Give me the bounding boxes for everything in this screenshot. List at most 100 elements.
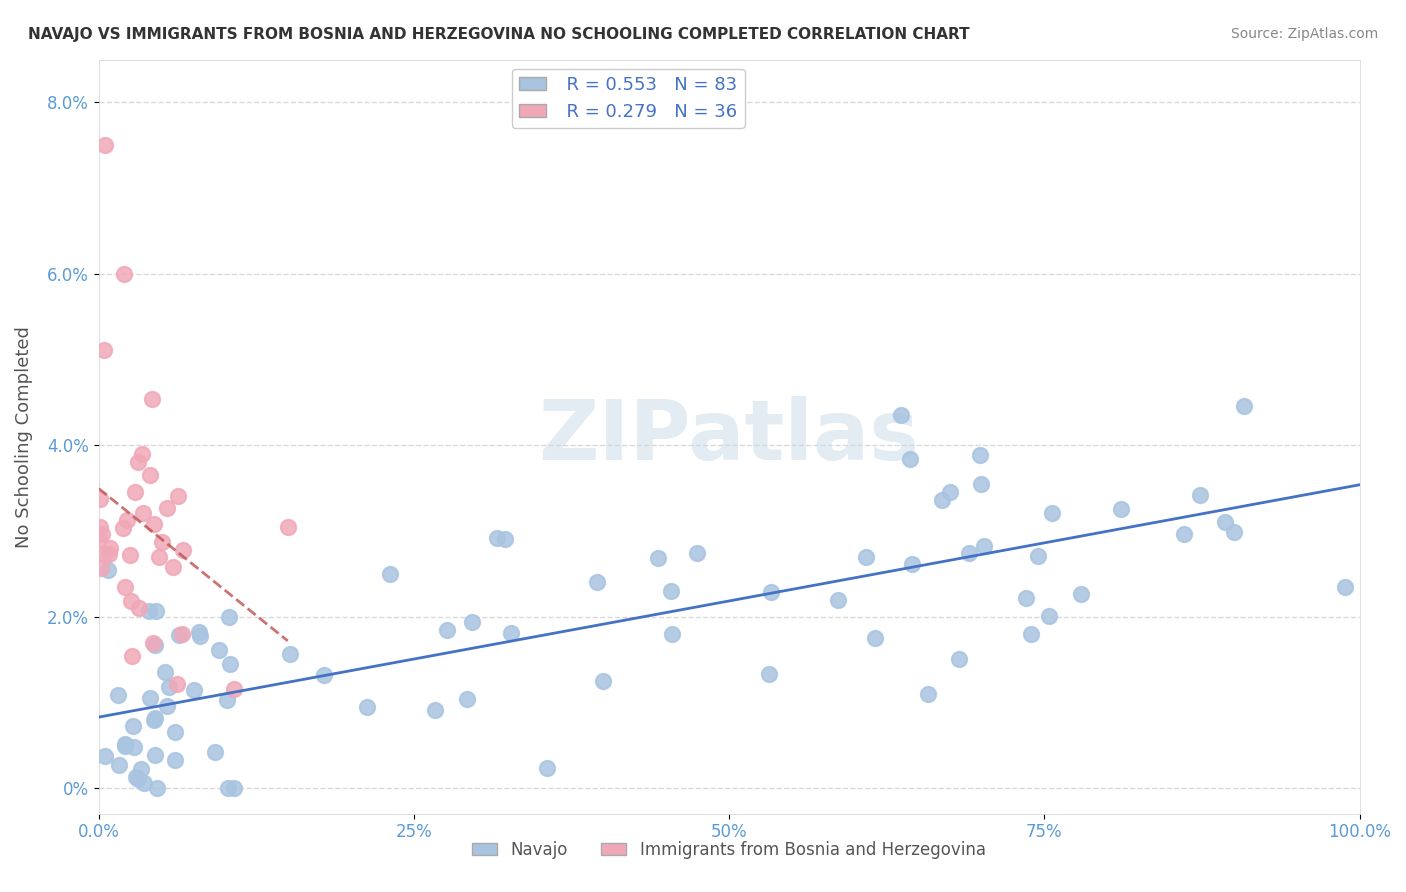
Point [143,517,166,532]
Point [1334,581,1357,595]
Point [461,615,484,629]
Point [94,138,117,153]
Point [115,513,138,527]
Point [131,507,153,521]
Point [111,521,134,535]
Point [536,761,558,775]
Point [114,737,136,751]
Point [129,762,152,776]
Point [314,667,336,681]
Point [132,776,155,790]
Point [969,448,991,462]
Text: NAVAJO VS IMMIGRANTS FROM BOSNIA AND HERZEGOVINA NO SCHOOLING COMPLETED CORRELAT: NAVAJO VS IMMIGRANTS FROM BOSNIA AND HER… [28,27,970,42]
Point [120,548,142,562]
Point [152,535,174,549]
Point [827,592,849,607]
Point [143,747,166,762]
Point [215,693,238,707]
Point [166,677,188,691]
Point [143,638,166,652]
Point [121,648,143,663]
Point [855,549,877,564]
Point [125,770,148,784]
Point [217,780,239,795]
Point [146,780,169,795]
Point [647,550,669,565]
Point [98,541,121,556]
Point [138,467,160,482]
Point [456,691,478,706]
Point [931,493,953,508]
Point [1021,627,1043,641]
Point [89,491,111,506]
Point [1109,501,1132,516]
Point [128,601,150,615]
Point [94,547,117,561]
Point [378,567,401,582]
Point [685,546,707,560]
Point [1213,515,1236,529]
Point [114,580,136,594]
Point [917,687,939,701]
Point [188,625,211,640]
Point [585,575,607,590]
Point [1173,527,1195,541]
Point [218,610,240,624]
Point [188,629,211,643]
Point [107,688,129,702]
Point [89,520,111,534]
Point [863,631,886,645]
Point [97,547,120,561]
Point [169,628,191,642]
Point [1069,587,1091,601]
Point [1026,549,1049,563]
Point [222,780,245,795]
Point [94,749,117,764]
Point [890,408,912,422]
Point [1015,591,1038,606]
Point [141,392,163,406]
Point [122,739,145,754]
Point [219,657,242,671]
Point [659,584,682,599]
Point [97,563,120,577]
Point [148,550,170,565]
Point [172,542,194,557]
Point [970,477,993,491]
Point [973,539,995,553]
Point [501,625,523,640]
Point [91,527,114,541]
Point [1233,399,1256,413]
Point [948,651,970,665]
Point [758,666,780,681]
Point [157,680,180,694]
Point [127,455,149,469]
Text: Source: ZipAtlas.com: Source: ZipAtlas.com [1230,27,1378,41]
Point [1038,608,1060,623]
Point [139,690,162,705]
Point [1040,506,1063,520]
Point [957,545,980,559]
Point [436,623,458,637]
Point [114,739,136,754]
Point [153,665,176,680]
Point [90,561,112,575]
Point [278,648,301,662]
Point [494,532,516,546]
Point [167,489,190,503]
Point [142,636,165,650]
Point [121,718,143,732]
Point [112,267,135,281]
Text: ZIPatlas: ZIPatlas [538,396,920,477]
Point [356,700,378,714]
Point [165,753,187,767]
Point [162,559,184,574]
Point [939,484,962,499]
Point [224,682,246,697]
Point [183,683,205,698]
Point [131,447,153,461]
Point [145,604,167,618]
Point [93,343,115,358]
Point [208,642,231,657]
Point [486,531,509,545]
